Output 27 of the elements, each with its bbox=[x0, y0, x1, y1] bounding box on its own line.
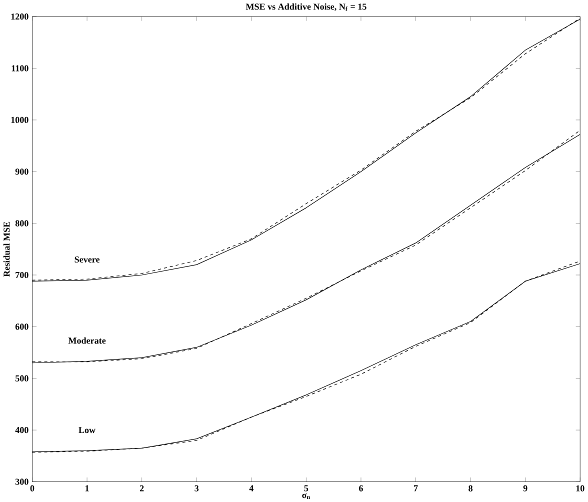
y-tick-label: 400 bbox=[15, 426, 28, 433]
x-tick-label: 0 bbox=[30, 485, 34, 492]
series-label: Moderate bbox=[68, 337, 106, 344]
y-tick-label: 600 bbox=[15, 323, 28, 330]
x-tick-label: 4 bbox=[249, 485, 254, 492]
series-label: Severe bbox=[74, 256, 100, 262]
y-tick-label: 700 bbox=[16, 272, 28, 278]
y-tick-label: 800 bbox=[15, 220, 28, 226]
x-tick-label: 8 bbox=[468, 485, 473, 492]
x-tick-label: 2 bbox=[140, 485, 144, 492]
x-tick-label: 5 bbox=[304, 485, 308, 492]
series-label: Low bbox=[78, 426, 96, 433]
y-tick-label: 1100 bbox=[12, 65, 28, 72]
y-tick-label: 900 bbox=[15, 168, 28, 175]
x-tick-label: 9 bbox=[523, 485, 528, 492]
x-tick-label: 1 bbox=[86, 485, 89, 492]
x-tick-label: 10 bbox=[576, 485, 584, 492]
y-tick-label: 300 bbox=[15, 478, 28, 485]
x-axis-title: σ$_{n}$ bbox=[302, 493, 310, 499]
y-tick-label: 1000 bbox=[11, 116, 28, 123]
y-tick-label: 1200 bbox=[11, 13, 28, 20]
x-tick-label: 3 bbox=[194, 485, 199, 492]
y-tick-label: 500 bbox=[15, 375, 28, 382]
x-tick-label: 7 bbox=[414, 485, 418, 492]
y-axis-title: Residual MSE bbox=[3, 222, 10, 277]
x-tick-label: 6 bbox=[359, 485, 363, 492]
chart-title: MSE vs Additive Noise, N$_{f}$ = 15 bbox=[246, 3, 366, 11]
